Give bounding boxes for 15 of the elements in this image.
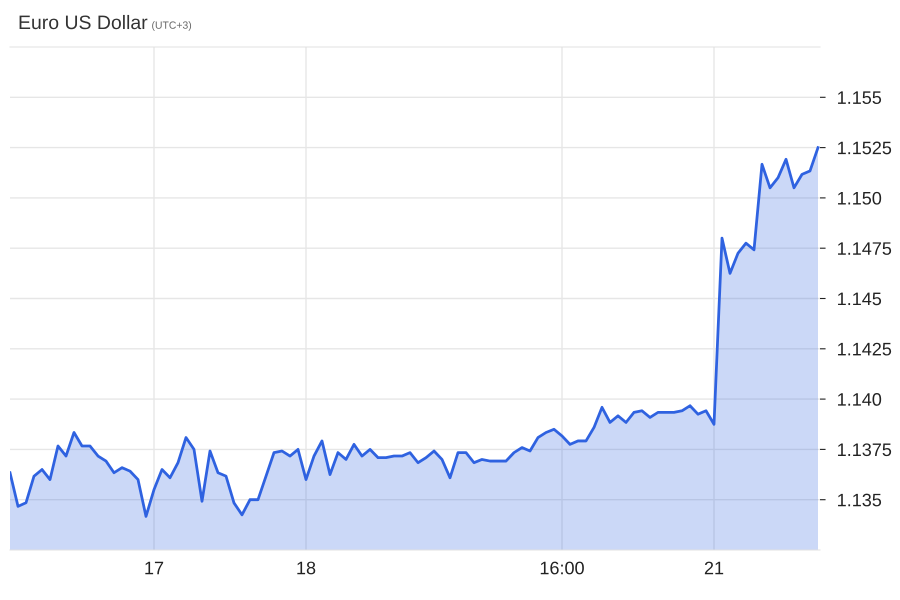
y-tick-label: 1.155	[838, 91, 882, 104]
x-tick-label: 17	[145, 562, 164, 574]
y-tick-label: 1.135	[838, 494, 882, 506]
x-tick-label: 16:00	[540, 562, 584, 574]
y-tick-label: 1.1525	[838, 142, 892, 154]
x-tick-label: 18	[297, 562, 316, 574]
y-tick-label: 1.1475	[838, 242, 892, 255]
y-tick-label: 1.1375	[838, 443, 892, 456]
y-tick-label: 1.145	[838, 292, 882, 306]
y-tick-label: 1.140	[838, 393, 882, 406]
chart-subtitle: (UTC+3)	[152, 21, 192, 31]
chart-title: Euro US Dollar	[20, 14, 148, 30]
x-tick-label: 21	[704, 562, 724, 574]
y-tick-label: 1.150	[838, 192, 882, 205]
y-tick-label: 1.1425	[838, 342, 892, 356]
